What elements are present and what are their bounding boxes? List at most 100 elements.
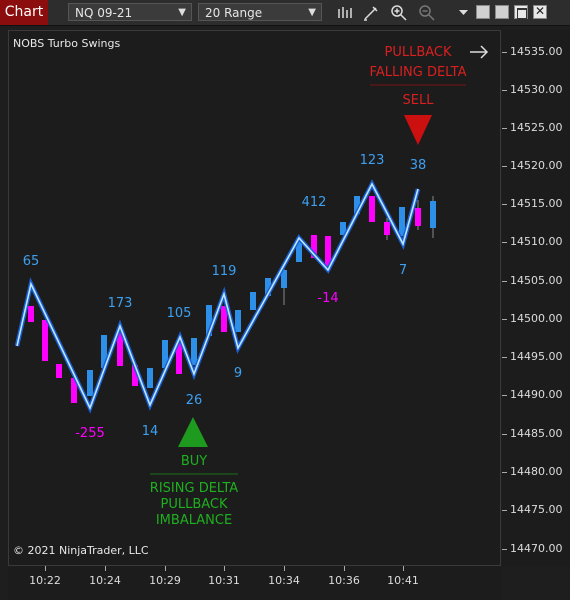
x-tick-label: 10:31 — [208, 574, 240, 587]
swing-volume-label: 38 — [409, 158, 427, 173]
swing-volume-label: 119 — [211, 264, 237, 279]
down-bar — [415, 208, 421, 226]
x-tick-label: 10:41 — [387, 574, 419, 587]
y-tick-label: 14525.00 — [510, 121, 563, 134]
close-button[interactable]: ✕ — [533, 4, 547, 19]
down-bar — [311, 235, 317, 258]
down-bar — [42, 320, 48, 361]
y-tick-mark — [502, 472, 507, 473]
arrow-right-icon[interactable] — [470, 45, 489, 59]
time-axis[interactable]: 10:22 10:24 10:29 10:31 10:34 10:36 10:41 — [8, 566, 501, 600]
swing-volume-label: 123 — [359, 153, 385, 168]
buy-reason-1: RISING DELTA — [149, 481, 239, 496]
up-bar — [281, 270, 287, 288]
y-tick-label: 14490.00 — [510, 388, 563, 401]
chevron-down-icon: ▼ — [178, 7, 186, 18]
down-bar — [325, 236, 331, 270]
swing-volume-label: 7 — [398, 263, 408, 278]
y-tick-label: 14500.00 — [510, 312, 563, 325]
indicator-name: NOBS Turbo Swings — [13, 37, 121, 50]
swing-volume-label: 9 — [233, 366, 243, 381]
y-tick-label: 14510.00 — [510, 235, 563, 248]
y-tick-mark — [502, 357, 507, 358]
y-tick-label: 14485.00 — [510, 427, 563, 440]
up-bar — [399, 207, 405, 236]
restore-button[interactable] — [495, 5, 509, 19]
swing-line-outer — [14, 179, 421, 414]
y-tick-mark — [502, 510, 507, 511]
buy-arrow-icon — [178, 417, 208, 447]
chevron-down-icon: ▼ — [308, 7, 316, 18]
up-bar — [162, 340, 168, 368]
up-bar — [206, 305, 212, 336]
y-tick-label: 14530.00 — [510, 83, 563, 96]
y-tick-mark — [502, 549, 507, 550]
down-bar — [369, 196, 375, 222]
y-tick-mark — [502, 204, 507, 205]
x-tick-label: 10:34 — [268, 574, 300, 587]
up-bar — [147, 368, 153, 388]
bar-type-value: 20 Range — [205, 6, 263, 20]
zoom-out-icon[interactable] — [418, 4, 435, 21]
up-bar — [265, 278, 271, 296]
maximize-icon — [517, 8, 527, 19]
x-tick-mark — [165, 566, 166, 571]
bar-type-select[interactable]: 20 Range ▼ — [198, 3, 322, 21]
y-tick-label: 14535.00 — [510, 45, 563, 58]
dropdown-menu-icon[interactable] — [455, 4, 472, 21]
down-bar — [117, 330, 123, 366]
down-bar — [132, 365, 138, 386]
bar-chart-icon[interactable] — [336, 4, 353, 21]
x-tick-mark — [403, 566, 404, 571]
sell-label: SELL — [402, 93, 434, 108]
pencil-draw-icon[interactable] — [362, 4, 379, 21]
y-tick-mark — [502, 242, 507, 243]
swing-volume-label: 173 — [107, 296, 133, 311]
swing-line-inner — [16, 182, 419, 411]
instrument-value: NQ 09-21 — [75, 6, 133, 20]
buy-reason-2: PULLBACK — [160, 497, 228, 512]
sell-reason-1: PULLBACK — [384, 45, 452, 60]
zoom-in-icon[interactable] — [390, 4, 407, 21]
up-bar — [296, 238, 302, 262]
price-axis[interactable]: 14535.00 14530.00 14525.00 14520.00 14515.00… — [502, 30, 570, 566]
y-tick-mark — [502, 166, 507, 167]
x-tick-mark — [105, 566, 106, 571]
y-tick-label: 14515.00 — [510, 197, 563, 210]
y-tick-mark — [502, 90, 507, 91]
x-tick-mark — [284, 566, 285, 571]
copyright-text: © 2021 NinjaTrader, LLC — [13, 544, 149, 557]
y-tick-label: 14470.00 — [510, 542, 563, 555]
up-bar — [87, 370, 93, 396]
up-bar — [250, 292, 256, 310]
x-tick-mark — [224, 566, 225, 571]
instrument-select[interactable]: NQ 09-21 ▼ — [68, 3, 192, 21]
chart-toolbar: Chart NQ 09-21 ▼ 20 Range ▼ ✕ — [0, 0, 570, 26]
minimize-button[interactable] — [476, 5, 490, 19]
maximize-button[interactable] — [514, 5, 528, 19]
swing-volume-label: -14 — [317, 291, 339, 306]
y-tick-label: 14505.00 — [510, 274, 563, 287]
y-tick-label: 14475.00 — [510, 503, 563, 516]
up-bar — [235, 310, 241, 332]
up-bar — [340, 222, 346, 235]
down-bar — [28, 306, 34, 322]
down-bar — [221, 306, 227, 332]
swing-volume-label: 105 — [166, 306, 192, 321]
y-tick-label: 14520.00 — [510, 159, 563, 172]
sell-reason-2: FALLING DELTA — [369, 65, 467, 80]
up-bar — [101, 335, 107, 368]
swing-volume-label: -255 — [75, 426, 105, 441]
chart-tab[interactable]: Chart — [0, 0, 48, 25]
y-tick-mark — [502, 395, 507, 396]
down-bar — [384, 222, 390, 235]
swing-volume-label: 412 — [301, 195, 327, 210]
y-tick-mark — [502, 52, 507, 53]
x-tick-mark — [344, 566, 345, 571]
y-tick-mark — [502, 281, 507, 282]
x-tick-label: 10:22 — [29, 574, 61, 587]
swing-volume-label: 14 — [141, 424, 159, 439]
y-tick-mark — [502, 434, 507, 435]
down-bar — [71, 378, 77, 403]
